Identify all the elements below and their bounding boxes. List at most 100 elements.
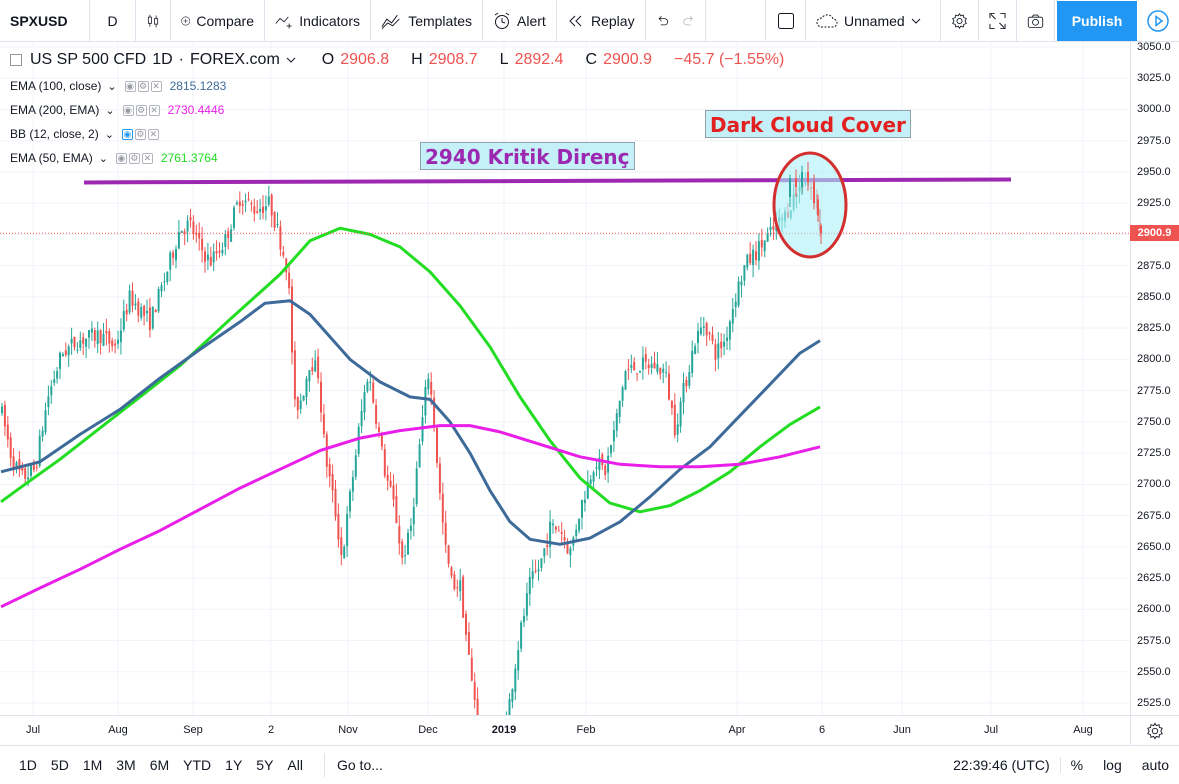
- auto-toggle[interactable]: auto: [1141, 757, 1169, 773]
- eye-icon[interactable]: ◉: [115, 152, 127, 164]
- pattern-annotation[interactable]: Dark Cloud Cover: [705, 110, 911, 138]
- ohlc-l: L 2892.4: [500, 51, 570, 69]
- candle-body: [93, 330, 96, 341]
- candle-body: [351, 477, 354, 492]
- candle-body: [320, 381, 322, 413]
- chevron-down-icon[interactable]: ⌄: [98, 152, 108, 165]
- candle-body: [122, 311, 125, 330]
- candle-body: [612, 430, 615, 442]
- eye-icon[interactable]: ◉: [121, 128, 133, 140]
- study-label[interactable]: EMA (50, EMA): [10, 151, 93, 165]
- candle-body: [119, 330, 122, 343]
- close-icon[interactable]: ✕: [147, 128, 159, 140]
- ohlc-key: L: [499, 51, 509, 68]
- chevron-down-icon[interactable]: [286, 56, 296, 64]
- study-row[interactable]: EMA (50, EMA) ⌄ ◉ ⚙ ✕ 2761.3764: [10, 146, 790, 170]
- study-row[interactable]: EMA (100, close) ⌄ ◉ ⚙ ✕ 2815.1283: [10, 74, 790, 98]
- candle-body: [711, 334, 714, 342]
- eye-icon[interactable]: ◉: [124, 80, 136, 92]
- resistance-annotation[interactable]: 2940 Kritik Direnç: [420, 142, 635, 170]
- gear-icon[interactable]: ⚙: [137, 80, 149, 92]
- resistance-line[interactable]: [83, 177, 1012, 185]
- candle-body: [670, 401, 673, 408]
- goto-button[interactable]: Go to...: [323, 753, 383, 777]
- play-button[interactable]: [1137, 0, 1179, 42]
- candle-body: [180, 230, 183, 233]
- study-row[interactable]: EMA (200, EMA) ⌄ ◉ ⚙ ✕ 2730.4446: [10, 98, 790, 122]
- range-3m[interactable]: 3M: [116, 757, 136, 773]
- candle-body: [108, 331, 111, 344]
- highlight-ellipse[interactable]: [772, 151, 848, 259]
- range-1d[interactable]: 1D: [19, 757, 37, 773]
- log-toggle[interactable]: log: [1103, 757, 1122, 773]
- alert-button[interactable]: Alert: [483, 0, 557, 42]
- ema-line[interactable]: [0, 424, 821, 609]
- candle-body: [520, 622, 523, 649]
- top-toolbar: SPXUSD D Compare Indicators Templates Al…: [0, 0, 1179, 42]
- candle-body: [575, 529, 578, 537]
- range-6m[interactable]: 6M: [149, 757, 170, 773]
- candle-body: [349, 491, 351, 512]
- expand-button[interactable]: [979, 0, 1017, 42]
- axis-settings-button[interactable]: [1130, 715, 1179, 745]
- candle-body: [639, 370, 641, 373]
- range-ytd[interactable]: YTD: [183, 757, 212, 773]
- time-axis[interactable]: Jul Aug Sep 2 Nov Dec 2019 Feb Apr 6 Jun Jul Aug: [0, 715, 1130, 745]
- close-icon[interactable]: ✕: [141, 152, 153, 164]
- undo-icon[interactable]: [656, 14, 669, 28]
- close-icon[interactable]: ✕: [148, 104, 160, 116]
- replay-button[interactable]: Replay: [557, 0, 646, 42]
- clock-display[interactable]: 22:39:46 (UTC): [943, 757, 1061, 773]
- legend-title[interactable]: US SP 500 CFD: [30, 51, 147, 68]
- candle-body: [644, 354, 647, 362]
- percent-toggle[interactable]: %: [1070, 757, 1084, 773]
- study-label[interactable]: BB (12, close, 2): [10, 127, 99, 141]
- gear-icon[interactable]: ⚙: [134, 128, 146, 140]
- candle-body: [293, 350, 296, 400]
- chart-type-button[interactable]: [136, 0, 171, 42]
- range-5y[interactable]: 5Y: [256, 757, 274, 773]
- legend-square-icon[interactable]: [10, 54, 22, 66]
- study-row[interactable]: BB (12, close, 2) ⌄ ◉ ⚙ ✕: [10, 122, 790, 146]
- price-tick: 3000.0: [1137, 103, 1171, 116]
- eye-icon[interactable]: ◉: [122, 104, 134, 116]
- chevron-down-icon[interactable]: ⌄: [105, 104, 115, 117]
- candle-body: [459, 580, 462, 592]
- layout-selector[interactable]: Unnamed: [806, 0, 941, 42]
- range-5d[interactable]: 5D: [50, 757, 69, 773]
- snapshot-button[interactable]: [1017, 0, 1055, 42]
- range-all[interactable]: All: [287, 757, 303, 773]
- candle-body: [154, 309, 157, 313]
- candle-body: [647, 364, 650, 369]
- price-axis[interactable]: 3050.0 3025.0 3000.0 2975.0 2950.0 2925.0 2900…: [1130, 41, 1179, 715]
- candle-body: [438, 463, 441, 494]
- redo-icon[interactable]: [682, 14, 696, 28]
- chevron-down-icon[interactable]: ⌄: [107, 80, 117, 93]
- gear-icon[interactable]: ⚙: [128, 152, 140, 164]
- settings-button[interactable]: [941, 0, 979, 42]
- candle-body: [760, 239, 763, 248]
- range-1m[interactable]: 1M: [82, 757, 103, 773]
- compare-button[interactable]: Compare: [171, 0, 265, 42]
- candle-body: [820, 225, 822, 234]
- study-label[interactable]: EMA (200, EMA): [10, 103, 100, 117]
- templates-button[interactable]: Templates: [371, 0, 483, 42]
- indicators-button[interactable]: Indicators: [265, 0, 371, 42]
- interval-button[interactable]: D: [90, 0, 136, 42]
- close-icon[interactable]: ✕: [150, 80, 162, 92]
- fullscreen-toggle[interactable]: [766, 0, 806, 42]
- candle-body: [470, 657, 473, 681]
- gear-icon[interactable]: ⚙: [135, 104, 147, 116]
- candle-body: [15, 462, 18, 467]
- range-1y[interactable]: 1Y: [225, 757, 243, 773]
- publish-button[interactable]: Publish: [1057, 0, 1137, 41]
- study-label[interactable]: EMA (100, close): [10, 79, 102, 93]
- chevron-down-icon[interactable]: ⌄: [104, 128, 114, 141]
- candle-body: [59, 352, 61, 369]
- ema-line[interactable]: [0, 226, 821, 514]
- candle-body: [209, 256, 212, 266]
- symbol-search[interactable]: SPXUSD: [0, 0, 90, 42]
- candle-body: [183, 231, 186, 234]
- plus-circle-icon: [181, 16, 191, 25]
- candle-body: [172, 252, 175, 258]
